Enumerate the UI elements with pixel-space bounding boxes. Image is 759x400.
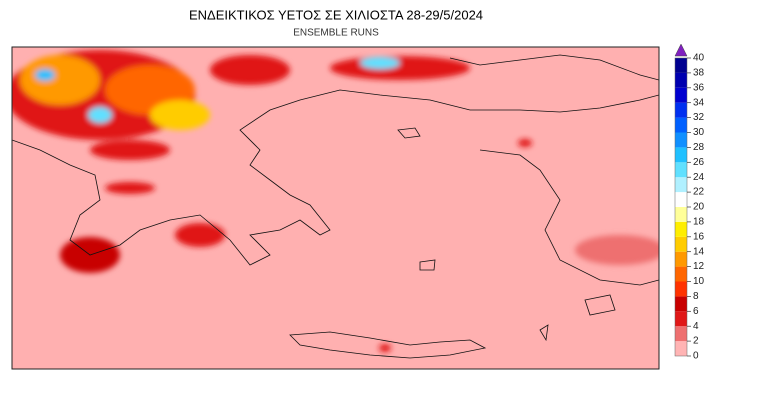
colorbar-tick-label: 30 [693, 127, 705, 138]
colorbar-segment [675, 102, 687, 118]
colorbar-tick-label: 2 [693, 336, 699, 347]
colorbar-tick-label: 20 [693, 202, 705, 213]
colorbar-tick-label: 26 [693, 157, 705, 168]
colorbar-tick-label: 6 [693, 306, 699, 317]
colorbar-segment [675, 251, 687, 267]
colorbar-segment [675, 177, 687, 193]
title: ΕΝΔΕΙΚΤΙΚΟΣ ΥΕΤΟΣ ΣΕ ΧΙΛΙΟΣΤΑ 28-29/5/20… [189, 7, 483, 22]
colorbar-segment [675, 58, 687, 73]
colorbar-segment [675, 117, 687, 133]
colorbar-tick-label: 22 [693, 187, 705, 198]
colorbar-segment [675, 132, 687, 148]
subtitle: ENSEMBLE RUNS [293, 28, 379, 39]
colorbar-segment [675, 192, 687, 207]
colorbar-segment [675, 236, 687, 252]
colorbar-segment [675, 221, 687, 237]
precip-map [12, 47, 659, 369]
colorbar-segment [675, 147, 687, 163]
colorbar-segment [675, 87, 687, 103]
colorbar-segment [675, 72, 687, 88]
colorbar-tick-label: 28 [693, 142, 705, 153]
colorbar-segment [675, 266, 687, 282]
colorbar-tick-label: 18 [693, 217, 705, 228]
colorbar-tick-label: 24 [693, 172, 705, 183]
colorbar-extend [674, 43, 688, 57]
colorbar-tick-label: 0 [693, 351, 699, 362]
colorbar-tick-label: 38 [693, 68, 705, 79]
colorbar-segment [675, 326, 687, 342]
colorbar-segment [675, 281, 687, 297]
colorbar-segment [675, 296, 687, 312]
colorbar-segment [675, 341, 687, 356]
map-frame [11, 46, 660, 370]
colorbar-segment [675, 311, 687, 327]
colorbar-tick-label: 14 [693, 246, 705, 257]
colorbar-tick-label: 4 [693, 321, 699, 332]
colorbar-segment [675, 207, 687, 222]
colorbar-tick-label: 12 [693, 261, 705, 272]
colorbar-tick-label: 8 [693, 291, 699, 302]
colorbar-tick-label: 40 [693, 53, 705, 64]
colorbar-tick-label: 34 [693, 97, 705, 108]
colorbar-tick-label: 10 [693, 276, 705, 287]
colorbar-segment [675, 162, 687, 178]
colorbar-tick-label: 16 [693, 231, 705, 242]
colorbar-tick-label: 32 [693, 112, 705, 123]
colorbar-tick-label: 36 [693, 82, 705, 93]
